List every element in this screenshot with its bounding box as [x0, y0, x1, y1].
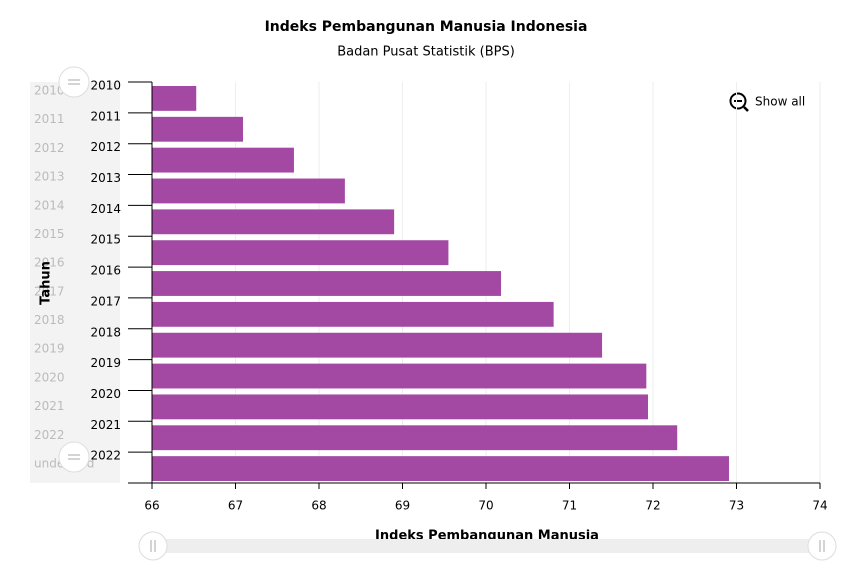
bar: [152, 209, 395, 235]
navigator-label: 2021: [34, 399, 65, 413]
x-tick-label: 72: [645, 499, 660, 513]
scrollbar-handle[interactable]: [807, 531, 837, 561]
x-tick-label: 74: [812, 499, 827, 513]
y-tick-label: 2021: [90, 418, 121, 432]
y-tick-label: 2013: [90, 171, 121, 185]
x-tick-label: 66: [144, 499, 159, 513]
navigator-label: 2010: [34, 84, 65, 98]
bar: [152, 240, 449, 266]
x-tick-label: 69: [395, 499, 410, 513]
show-all-button[interactable]: Show all: [729, 92, 806, 112]
navigator-label: 2020: [34, 370, 65, 384]
navigator-label: 2017: [34, 284, 65, 298]
chart-title: Indeks Pembangunan Manusia Indonesia: [265, 19, 588, 35]
navigator-label: 2022: [34, 428, 65, 442]
navigator-label: 2014: [34, 198, 65, 212]
y-tick-label: 2016: [90, 264, 121, 278]
zoom-icon: [743, 106, 749, 112]
chart-subtitle: Badan Pusat Statistik (BPS): [337, 45, 515, 60]
y-tick-label: 2019: [90, 356, 121, 370]
bar: [152, 394, 648, 420]
x-tick-label: 71: [562, 499, 577, 513]
navigator-label: 2018: [34, 313, 65, 327]
navigator-label: 2012: [34, 141, 65, 155]
show-all-label[interactable]: Show all: [755, 95, 805, 109]
x-tick-label: 70: [478, 499, 493, 513]
y-tick-label: 2011: [90, 109, 121, 123]
navigator-handle[interactable]: [58, 441, 90, 473]
bar: [152, 332, 603, 358]
navigator-label: 2016: [34, 256, 65, 270]
navigator-label: 2015: [34, 227, 65, 241]
bar: [152, 425, 678, 451]
navigator-label: 2019: [34, 342, 65, 356]
bar: [152, 301, 554, 327]
y-tick-label: 2014: [90, 202, 121, 216]
bar: [152, 178, 345, 204]
zoom-icon: [729, 92, 747, 110]
navigator-label: 2013: [34, 170, 65, 184]
x-tick-label: 68: [311, 499, 326, 513]
bar: [152, 116, 244, 142]
y-tick-label: 2017: [90, 294, 121, 308]
scrollbar-handle[interactable]: [138, 531, 168, 561]
y-tick-label: 2015: [90, 233, 121, 247]
bar: [152, 271, 502, 296]
y-tick-label: 2022: [90, 449, 121, 463]
bar: [152, 86, 197, 111]
navigator-label: 2011: [34, 112, 65, 126]
y-tick-label: 2018: [90, 325, 121, 339]
y-tick-label: 2012: [90, 140, 121, 154]
bar: [152, 147, 294, 173]
navigator: [30, 82, 120, 483]
bar: [152, 456, 729, 481]
y-tick-label: 2020: [90, 387, 121, 401]
x-tick-label: 73: [729, 499, 744, 513]
bar: [152, 363, 647, 389]
navigator-handle[interactable]: [58, 66, 90, 98]
y-tick-label: 2010: [90, 79, 121, 93]
x-tick-label: 67: [228, 499, 243, 513]
horizontal-scrollbar[interactable]: [152, 539, 822, 553]
y-axis-title: Tahun: [39, 261, 54, 305]
